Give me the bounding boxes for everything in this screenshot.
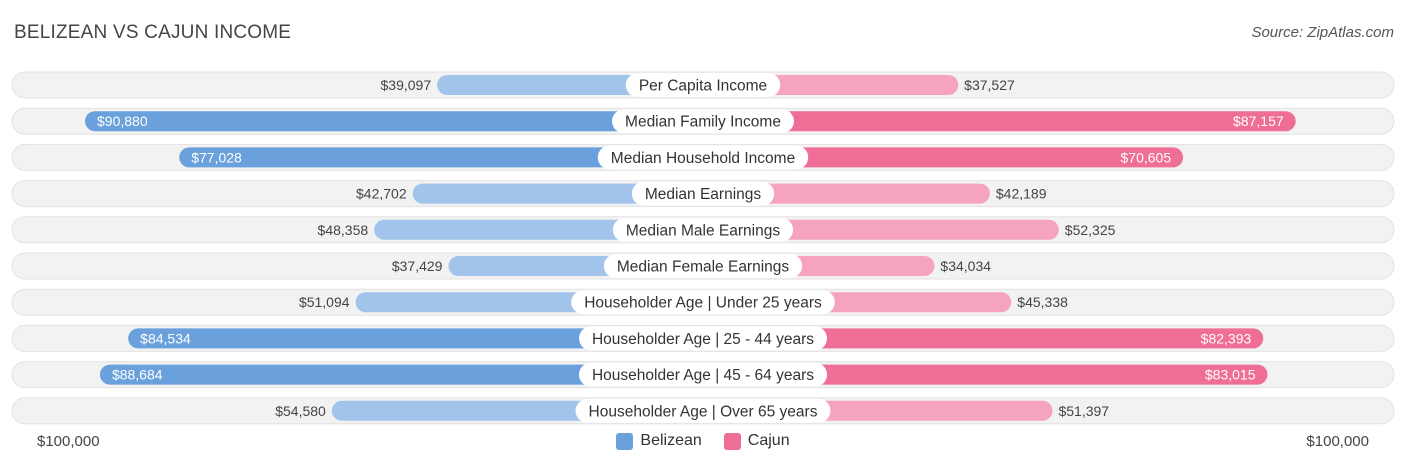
category-pill	[578, 326, 828, 351]
bar-belizean	[85, 111, 704, 132]
category-pill	[578, 362, 828, 387]
value-label-cajun: $51,397	[1058, 403, 1109, 419]
category-pill	[571, 290, 835, 315]
category-label: Median Male Earnings	[626, 222, 780, 239]
category-label: Householder Age | Over 65 years	[589, 403, 818, 420]
value-label-belizean: $39,097	[381, 77, 432, 93]
legend-swatch-belizean	[616, 432, 634, 450]
legend-item-belizean: Belizean	[616, 432, 702, 450]
legend-label-cajun: Cajun	[747, 432, 790, 449]
value-label-cajun: $52,325	[1065, 222, 1116, 238]
value-label-belizean: $48,358	[318, 222, 369, 238]
category-label: Householder Age | 45 - 64 years	[592, 367, 814, 384]
category-pill	[597, 145, 809, 170]
value-label-belizean: $54,580	[275, 403, 326, 419]
value-label-cajun: $45,338	[1017, 294, 1068, 310]
bar-belizean	[99, 364, 704, 385]
category-label: Per Capita Income	[639, 78, 767, 95]
value-label-cajun: $42,189	[996, 186, 1047, 202]
category-pill	[612, 217, 794, 242]
value-label-belizean: $51,094	[299, 294, 350, 310]
value-label-cajun: $34,034	[940, 258, 991, 274]
category-label: Median Earnings	[645, 186, 762, 203]
value-label-belizean: $42,702	[356, 186, 407, 202]
legend: Belizean Cajun	[0, 432, 1406, 450]
value-label-belizean: $88,684	[112, 367, 163, 383]
category-pill	[575, 398, 831, 423]
bar-cajun	[703, 147, 1184, 168]
bar-cajun	[703, 183, 990, 204]
bar-cajun	[703, 328, 1264, 349]
value-label-belizean: $37,429	[392, 258, 443, 274]
source-label: Source: ZipAtlas.com	[1251, 24, 1394, 41]
bar-belizean	[179, 147, 703, 168]
category-label: Median Family Income	[625, 114, 781, 131]
bar-cajun	[703, 364, 1268, 385]
legend-item-cajun: Cajun	[723, 432, 790, 450]
value-label-cajun: $70,605	[1121, 149, 1172, 165]
bar-cajun	[703, 111, 1296, 132]
axis-right-label: $100,000	[1306, 433, 1369, 450]
category-pill	[603, 254, 803, 278]
value-label-cajun: $37,527	[964, 77, 1015, 93]
category-label: Median Female Earnings	[617, 259, 790, 276]
chart-title: BELIZEAN VS CAJUN INCOME	[14, 22, 292, 43]
category-label: Householder Age | Under 25 years	[584, 295, 822, 312]
category-pill	[631, 181, 775, 206]
value-label-belizean: $90,880	[97, 113, 148, 129]
value-label-cajun: $82,393	[1201, 330, 1252, 346]
legend-label-belizean: Belizean	[640, 432, 702, 449]
category-label: Householder Age | 25 - 44 years	[592, 331, 814, 348]
value-label-belizean: $84,534	[140, 330, 191, 346]
value-label-belizean: $77,028	[191, 149, 242, 165]
category-pill	[625, 73, 781, 97]
value-label-cajun: $87,157	[1233, 113, 1284, 129]
category-label: Median Household Income	[611, 150, 795, 167]
category-pill	[612, 109, 794, 134]
value-label-cajun: $83,015	[1205, 367, 1256, 383]
axis-left-label: $100,000	[37, 433, 100, 450]
legend-swatch-cajun	[723, 432, 741, 450]
bar-belizean	[412, 183, 703, 204]
bar-belizean	[128, 328, 703, 349]
